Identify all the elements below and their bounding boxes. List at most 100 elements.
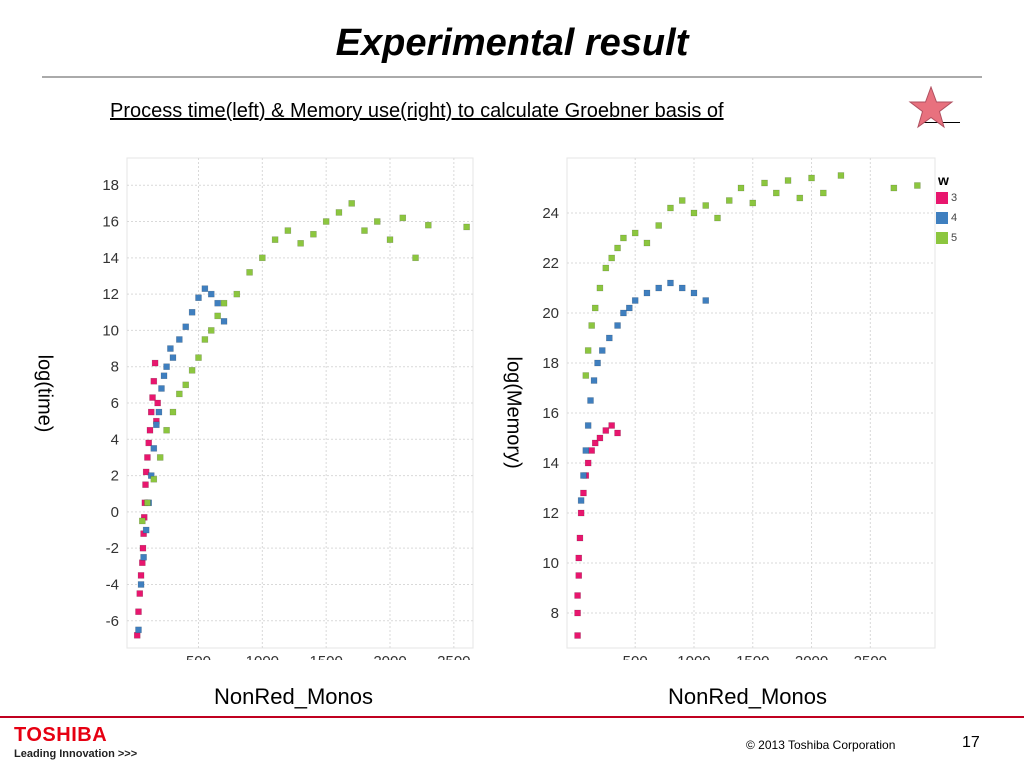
data-point-w5 [259, 254, 266, 262]
data-point-w5 [297, 240, 304, 247]
data-point-w4 [208, 290, 215, 298]
data-point-w5 [643, 239, 651, 247]
plot-area [566, 157, 936, 649]
data-point-w5 [310, 230, 317, 238]
data-point-w5 [678, 197, 686, 204]
y-tick-label: 16 [102, 214, 119, 231]
data-point-w5 [655, 222, 662, 229]
data-point-w3 [146, 426, 154, 434]
y-tick-label: 8 [551, 605, 559, 622]
legend-title: w [938, 172, 949, 188]
data-point-w4 [606, 334, 613, 342]
data-point-w4 [169, 354, 177, 361]
data-point-w5 [361, 227, 368, 234]
data-point-w4 [594, 359, 601, 367]
data-point-w5 [773, 189, 780, 197]
data-point-w5 [463, 223, 470, 231]
footer-divider [0, 716, 1024, 718]
y-tick-label: 24 [542, 205, 559, 222]
data-point-w5 [208, 327, 215, 334]
data-point-w5 [176, 390, 183, 398]
data-point-w4 [614, 322, 621, 329]
x-tick-label: 2000 [795, 653, 828, 660]
y-tick-label: 2 [111, 468, 119, 485]
data-point-w5 [150, 475, 158, 483]
data-point-w4 [582, 447, 590, 454]
legend-label: 5 [951, 232, 958, 244]
y-tick-label: 6 [111, 395, 119, 412]
y-tick-label: 12 [102, 286, 119, 303]
data-point-w5 [163, 426, 170, 434]
data-point-w3 [575, 554, 583, 562]
data-point-w4 [667, 279, 674, 287]
title-divider [42, 76, 982, 78]
data-point-w4 [195, 294, 202, 301]
data-point-w3 [142, 468, 150, 476]
y-tick-label: 18 [102, 177, 119, 194]
y-tick-label: 10 [102, 322, 119, 339]
data-point-w4 [220, 318, 228, 325]
data-point-w5 [584, 347, 592, 354]
data-point-w5 [614, 244, 621, 252]
y-tick-label: 10 [542, 555, 559, 572]
data-point-w3 [576, 534, 584, 542]
x-tick-label: 500 [186, 653, 211, 660]
x-tick-label: 1500 [309, 653, 342, 660]
data-point-w4 [188, 309, 196, 316]
data-point-w3 [591, 439, 599, 447]
memory-scatter-chart: 8 10 12 14 16 18 20 22 24 500 1000 1500 2000 2500 [542, 157, 936, 660]
legend-item: 3 [936, 188, 957, 208]
data-point-w4 [182, 323, 189, 331]
data-point-w5 [399, 214, 407, 222]
data-point-w5 [271, 236, 279, 243]
slide-title: Experimental result [335, 22, 689, 64]
data-point-w4 [577, 497, 585, 504]
data-point-w5 [820, 189, 827, 197]
legend-swatch-3 [936, 192, 948, 204]
y-tick-label: 20 [542, 305, 559, 322]
data-point-w5 [602, 264, 610, 272]
data-point-w5 [284, 227, 292, 234]
data-point-w5 [220, 299, 228, 307]
data-point-w4 [587, 397, 594, 404]
left-y-axis-label: log(time) [33, 354, 56, 433]
data-point-w3 [577, 509, 585, 517]
data-point-w3 [574, 609, 581, 617]
left-x-axis-label: NonRed_Monos [214, 684, 373, 709]
y-tick-label: 8 [111, 359, 119, 376]
data-point-w5 [214, 312, 221, 320]
y-tick-label: 14 [542, 455, 559, 472]
data-point-w3 [148, 408, 155, 416]
data-point-w3 [142, 481, 149, 488]
y-tick-label: 4 [111, 431, 119, 448]
data-point-w5 [596, 284, 604, 292]
data-point-w3 [602, 427, 610, 434]
data-point-w5 [201, 336, 209, 343]
data-point-w3 [145, 439, 152, 447]
data-point-w3 [151, 359, 159, 367]
data-point-w5 [608, 254, 615, 262]
data-point-w5 [195, 354, 202, 361]
legend-label: 4 [951, 212, 958, 224]
page-number: 17 [962, 734, 980, 751]
data-point-w4 [599, 347, 606, 354]
x-tick-label: 2500 [437, 653, 470, 660]
data-point-w5 [784, 177, 792, 184]
data-point-w5 [144, 499, 151, 507]
legend-item: 4 [936, 208, 957, 228]
data-point-w5 [582, 372, 590, 379]
legend-swatch-5 [936, 232, 948, 244]
data-point-w4 [135, 626, 142, 634]
data-point-w3 [588, 447, 595, 454]
data-point-w4 [702, 297, 709, 304]
star-icon [908, 86, 954, 129]
data-point-w4 [626, 304, 633, 312]
data-point-w4 [150, 445, 158, 452]
data-point-w4 [140, 554, 147, 561]
data-point-w5 [631, 229, 639, 237]
data-point-w3 [149, 394, 156, 401]
data-point-w5 [233, 290, 241, 298]
x-tick-label: 2000 [373, 653, 406, 660]
data-point-w5 [808, 174, 815, 182]
data-point-w5 [335, 209, 343, 216]
